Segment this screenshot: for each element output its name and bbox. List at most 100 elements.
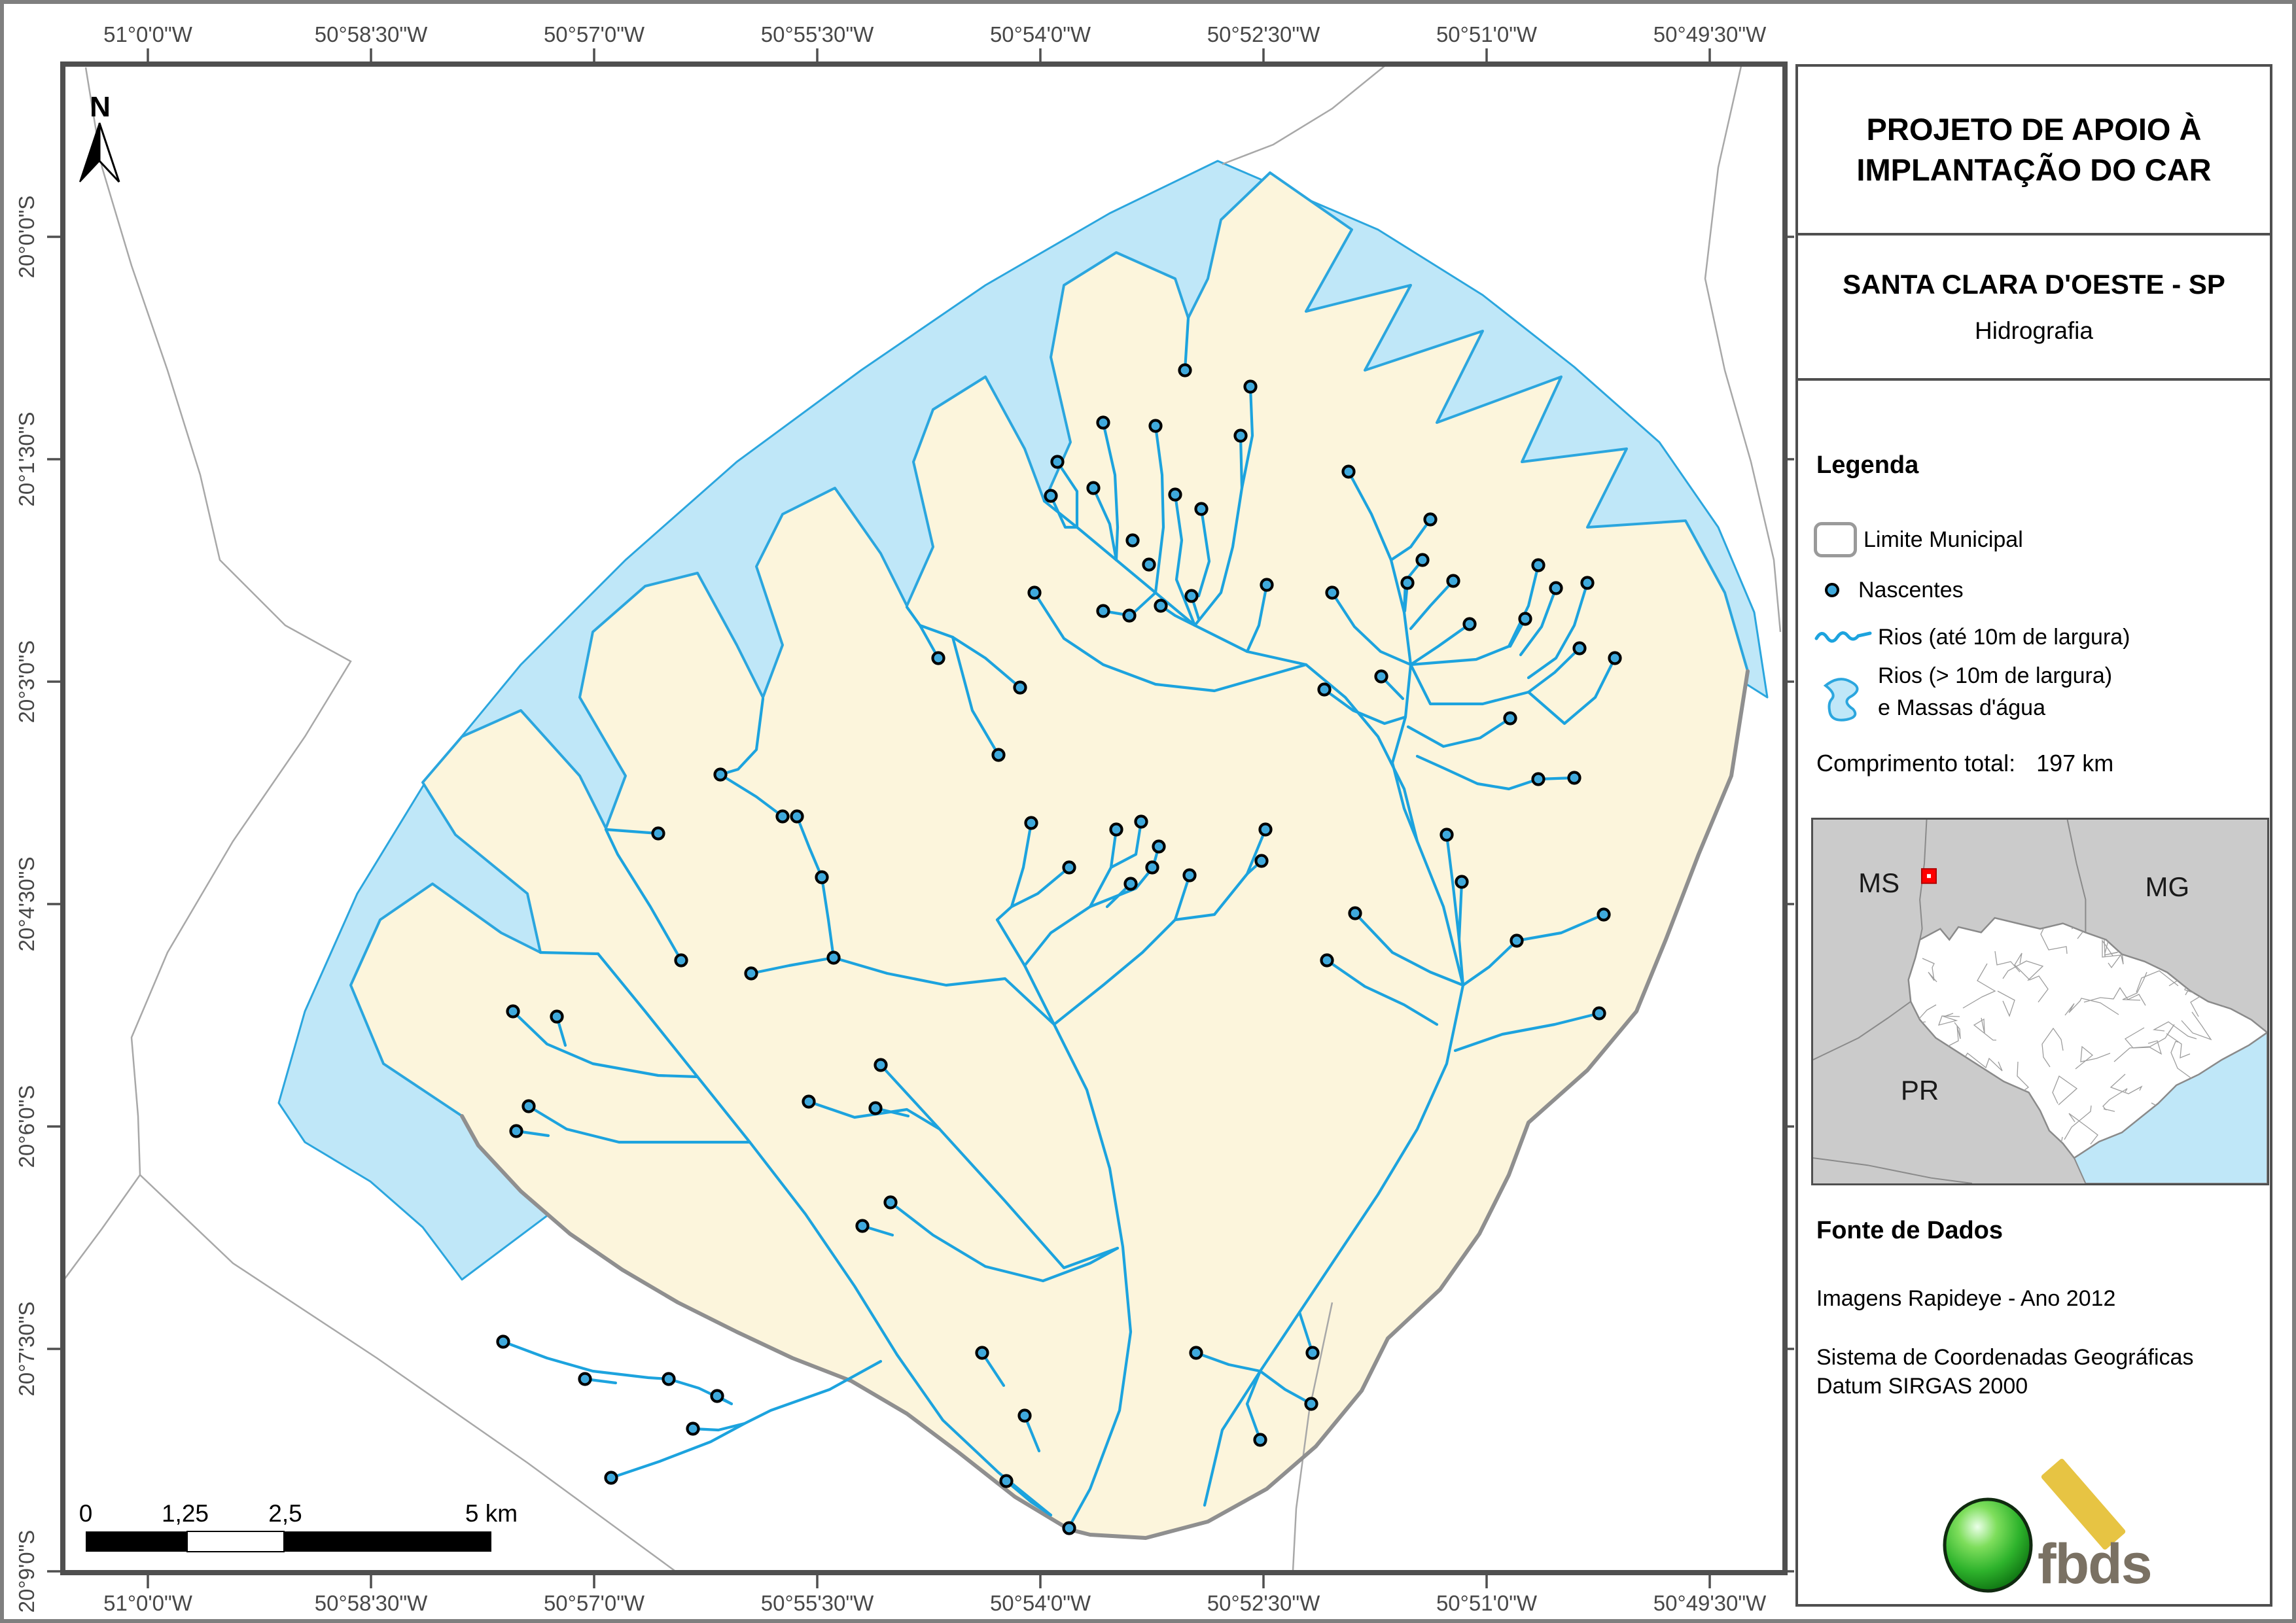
nascente-dot	[1325, 585, 1339, 600]
river-line	[1515, 913, 1606, 943]
river-line-icon	[1814, 631, 1872, 643]
nascente-dot	[855, 1219, 870, 1233]
river-line	[1033, 591, 1308, 693]
nascente-dot	[815, 870, 829, 884]
inset-state-boundary	[1919, 820, 1928, 940]
page-title: PROJETO DE APOIO À IMPLANTAÇÃO DO CAR	[1856, 109, 2211, 190]
river-line	[1088, 845, 1161, 909]
nascente-dot	[1096, 415, 1110, 430]
municipality-name: SANTA CLARA D'OESTE - SP	[1843, 269, 2225, 300]
legend-label: Rios (até 10m de largura)	[1878, 624, 2130, 650]
river-line	[1457, 880, 1464, 941]
legend-label: Rios (> 10m de largura)	[1878, 663, 2113, 688]
nascente-dot	[883, 1195, 898, 1210]
longitude-label-bottom: 50°58'30"W	[315, 1591, 428, 1615]
nascente-dot	[1320, 953, 1334, 968]
river-line	[604, 828, 660, 835]
nascente-dot	[1258, 822, 1273, 837]
nascente-dot	[496, 1335, 510, 1349]
map-frame	[60, 61, 1788, 1575]
longitude-label-top: 50°55'30"W	[761, 22, 874, 46]
locator-inset-map: MS MG PR	[1811, 818, 2269, 1185]
river-line	[1330, 591, 1413, 667]
external-boundary-line	[65, 67, 352, 1280]
nascente-dot	[1592, 1006, 1606, 1021]
nascente-dot	[1374, 669, 1388, 684]
total-length: Comprimento total: 197 km	[1816, 750, 2113, 777]
river-line	[1409, 663, 1530, 706]
scalebar-label: 1,25	[162, 1500, 209, 1527]
river-line	[1055, 460, 1079, 529]
river-line	[1183, 316, 1190, 372]
nascente-dot	[1233, 428, 1248, 443]
legend-label: Nascentes	[1858, 577, 1964, 602]
nascente-dot	[1182, 868, 1197, 882]
nascente-dot	[1254, 854, 1269, 868]
river-line	[718, 697, 765, 777]
nascente-dot	[826, 951, 841, 965]
nascente-dot	[1423, 512, 1438, 527]
nascente-dot	[1062, 860, 1076, 875]
nascente-dot	[1013, 680, 1027, 695]
scalebar-label: 0	[79, 1500, 93, 1527]
river-line	[1527, 656, 1617, 725]
latitude-label-left: 20°7'30"S	[14, 1302, 39, 1397]
longitude-label-top: 50°57'0"W	[544, 22, 645, 46]
nascente-dot	[1178, 363, 1192, 377]
nascente-dot	[1531, 558, 1545, 572]
longitude-label-bottom: 50°52'30"W	[1207, 1591, 1320, 1615]
data-source-line1: Imagens Rapideye - Ano 2012	[1816, 1286, 2116, 1311]
logo-bar-icon	[2041, 1458, 2126, 1550]
river-line	[596, 952, 1053, 1517]
nascente-dot	[1348, 906, 1362, 920]
river-line	[1409, 579, 1455, 631]
nascente-dot	[802, 1094, 816, 1109]
river-line	[1052, 873, 1192, 1026]
longitude-label-top: 50°51'0"W	[1436, 22, 1538, 46]
nascente-dot	[1253, 1433, 1267, 1447]
latitude-label-left: 20°4'30"S	[14, 857, 39, 952]
nascente-dot	[1154, 599, 1168, 613]
river-line	[1453, 1011, 1601, 1053]
latitude-label-left: 20°9'0"S	[14, 1530, 39, 1613]
river-line	[1519, 586, 1558, 657]
river-line	[1409, 622, 1472, 667]
nascente-dot	[1152, 839, 1166, 854]
nascente-dot	[790, 809, 804, 824]
longitude-label-bottom: 50°49'30"W	[1653, 1591, 1767, 1615]
nascente-dot	[651, 826, 665, 841]
scalebar-label: 2,5	[268, 1500, 302, 1527]
legend-label-group: Rios (> 10m de largura) e Massas d'água	[1878, 663, 2112, 721]
nascente-dot	[1086, 481, 1101, 495]
longitude-label-top: 50°49'30"W	[1653, 22, 1767, 46]
nascente-dot	[1017, 1408, 1032, 1423]
nascente-dot	[1608, 651, 1622, 665]
river-line	[1101, 421, 1120, 562]
scale-bar: 0 1,25 2,5 5 km	[79, 1500, 518, 1552]
river-line	[539, 951, 600, 956]
river-line	[718, 773, 785, 818]
river-line	[1406, 716, 1512, 748]
title-line-2: IMPLANTAÇÃO DO CAR	[1856, 152, 2212, 187]
nascente-dot	[1260, 578, 1274, 592]
scalebar-seg	[284, 1531, 491, 1552]
nascente-dot	[506, 1004, 520, 1019]
nascente-dot	[578, 1372, 592, 1386]
nascente-dot	[1125, 533, 1140, 548]
scalebar-label: 5 km	[465, 1500, 518, 1527]
latitude-label-left: 20°6'0"S	[14, 1085, 39, 1168]
longitude-label-bottom: 50°57'0"W	[544, 1591, 645, 1615]
title-line-1: PROJETO DE APOIO À	[1866, 111, 2202, 147]
nascente-dot	[1531, 772, 1545, 786]
river-line	[995, 918, 1133, 1529]
river-line	[832, 956, 1056, 1026]
north-arrow: N	[79, 91, 120, 183]
logo-wordmark: fbds	[2038, 1533, 2151, 1596]
title-block: PROJETO DE APOIO À IMPLANTAÇÃO DO CAR	[1798, 67, 2270, 236]
nascente-dot	[1439, 828, 1454, 842]
nascente-dot	[1304, 1397, 1318, 1411]
river-line	[501, 1340, 671, 1381]
nascente-dot	[931, 651, 945, 665]
nascente-dot	[1567, 771, 1581, 785]
